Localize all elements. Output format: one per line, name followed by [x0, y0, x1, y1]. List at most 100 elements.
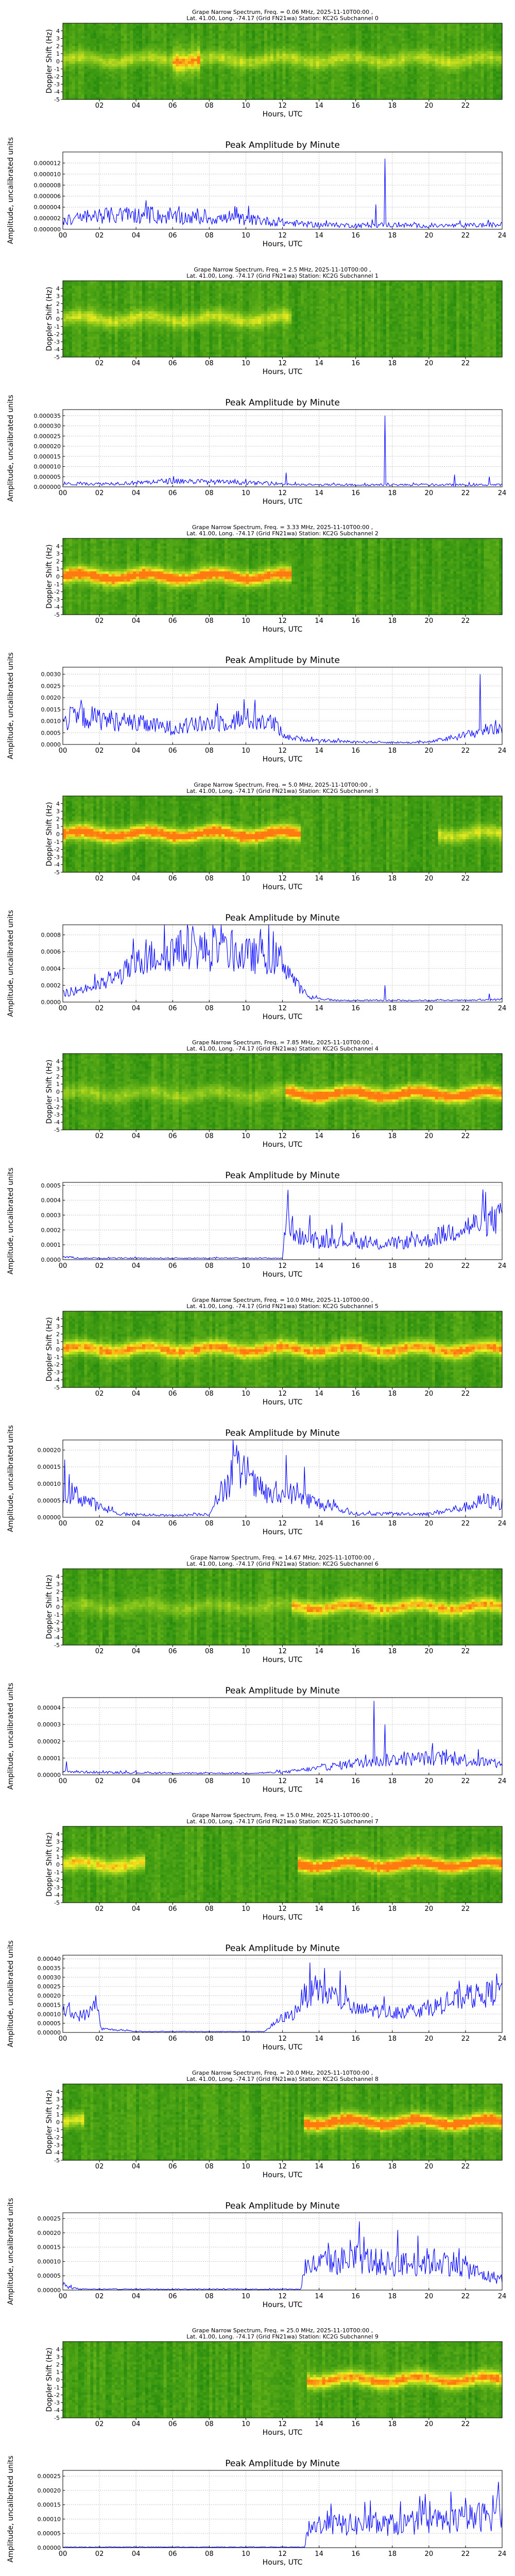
spectrogram-cell [72, 28, 76, 31]
spectrogram-cell [109, 48, 112, 52]
spectrogram-cell [109, 46, 112, 49]
spectrogram-cell [102, 28, 106, 31]
spectrogram-cell [87, 84, 91, 87]
spectrogram-cell [69, 69, 73, 72]
spectrogram-cell [133, 23, 136, 26]
spectrogram-cell [93, 56, 97, 59]
spectrogram-cell [87, 79, 91, 82]
spectrogram-cell [93, 39, 97, 42]
spectrogram-cell [109, 23, 112, 26]
spectrogram-cell [66, 54, 70, 57]
spectrogram-cell [115, 46, 118, 49]
spectrogram-cell [102, 89, 106, 92]
spectrogram-cell [81, 81, 85, 84]
spectrogram-cell [69, 59, 73, 62]
spectrogram-cell [75, 69, 79, 72]
spectrogram-cell [69, 23, 73, 26]
spectrogram-cell [72, 59, 76, 62]
spectrogram-cell [93, 94, 97, 97]
spectrogram-cell [90, 77, 94, 80]
spectrogram-cell [84, 92, 88, 95]
spectrogram-cell [133, 28, 136, 31]
spectrogram-cell [124, 87, 127, 90]
spectrogram-cell [121, 74, 125, 77]
spectrogram-cell [84, 94, 88, 97]
spectrogram-cell [124, 79, 127, 82]
spectrogram-cell [63, 54, 66, 57]
spectrogram-cell [99, 77, 103, 80]
spectrogram-cell [118, 41, 122, 44]
spectrogram-cell [124, 77, 127, 80]
spectrogram-cell [78, 74, 82, 77]
spectrogram-cell [115, 51, 118, 54]
spectrogram-cell [96, 64, 100, 67]
spectrogram-cell [66, 56, 70, 59]
spectrogram-cell [90, 61, 94, 64]
spectrogram-cell [63, 87, 66, 90]
spectrogram-cell [106, 36, 109, 39]
spectrogram-cell [72, 54, 76, 57]
spectrogram-cell [96, 43, 100, 46]
spectrogram-cell [118, 77, 122, 80]
spectrogram-cell [69, 66, 73, 70]
spectrogram-cell [124, 61, 127, 64]
spectrogram-cell [63, 81, 66, 84]
spectrogram-cell [99, 92, 103, 95]
spectrogram-cell [87, 61, 91, 64]
spectrogram-cell [102, 39, 106, 42]
spectrogram-cell [66, 77, 70, 80]
spectrogram-cell [109, 92, 112, 95]
spectrogram-cell [112, 48, 115, 52]
spectrogram-cell [130, 46, 133, 49]
spectrogram-cell [66, 36, 70, 39]
spectrogram-cell [109, 36, 112, 39]
spectrogram-cell [78, 87, 82, 90]
spectrogram-cell [133, 26, 136, 29]
spectrogram-cell [93, 79, 97, 82]
spectrogram-cell [93, 28, 97, 31]
spectrogram-cell [99, 61, 103, 64]
spectrogram-cell [112, 28, 115, 31]
spectrogram-cell [102, 36, 106, 39]
spectrogram-cell [118, 84, 122, 87]
spectrogram-cell [72, 23, 76, 26]
spectrogram-cell [93, 41, 97, 44]
spectrogram-cell [78, 81, 82, 84]
spectrogram-cell [121, 28, 125, 31]
spectrogram-cell [93, 43, 97, 46]
spectrogram-cell [78, 33, 82, 37]
spectrogram-cell [96, 46, 100, 49]
spectrogram-cell [66, 66, 70, 70]
spectrogram-cell [90, 94, 94, 97]
spectrogram-cell [63, 94, 66, 97]
spectrogram-cell [102, 31, 106, 34]
spectrogram-cell [115, 36, 118, 39]
spectrogram-cell [90, 48, 94, 52]
spectrogram-cell [75, 51, 79, 54]
spectrogram-cell [127, 26, 130, 29]
spectrogram-cell [102, 66, 106, 70]
spectrogram-cell [63, 72, 66, 75]
spectrogram-cell [118, 61, 122, 64]
spectrogram-cell [115, 39, 118, 42]
spectrogram-cell [124, 66, 127, 70]
spectrogram-cell [78, 51, 82, 54]
spectrogram-cell [72, 48, 76, 52]
spectrogram-cell [87, 81, 91, 84]
spectrogram-cell [124, 36, 127, 39]
spectrogram-cell [75, 48, 79, 52]
spectrogram-cell [75, 33, 79, 37]
spectrogram-cell [69, 54, 73, 57]
spectrogram-cell [118, 94, 122, 97]
spectrogram-cell [121, 41, 125, 44]
spectrogram-cell [72, 81, 76, 84]
spectrogram-cell [84, 59, 88, 62]
spectrogram-cell [78, 56, 82, 59]
spectrogram-cell [127, 92, 130, 95]
spectrogram-cell [63, 66, 66, 70]
spectrogram-cell [106, 48, 109, 52]
spectrogram-cell [63, 79, 66, 82]
spectrogram-cell [118, 72, 122, 75]
spectrogram-cell [106, 26, 109, 29]
spectrogram-cell [106, 56, 109, 59]
